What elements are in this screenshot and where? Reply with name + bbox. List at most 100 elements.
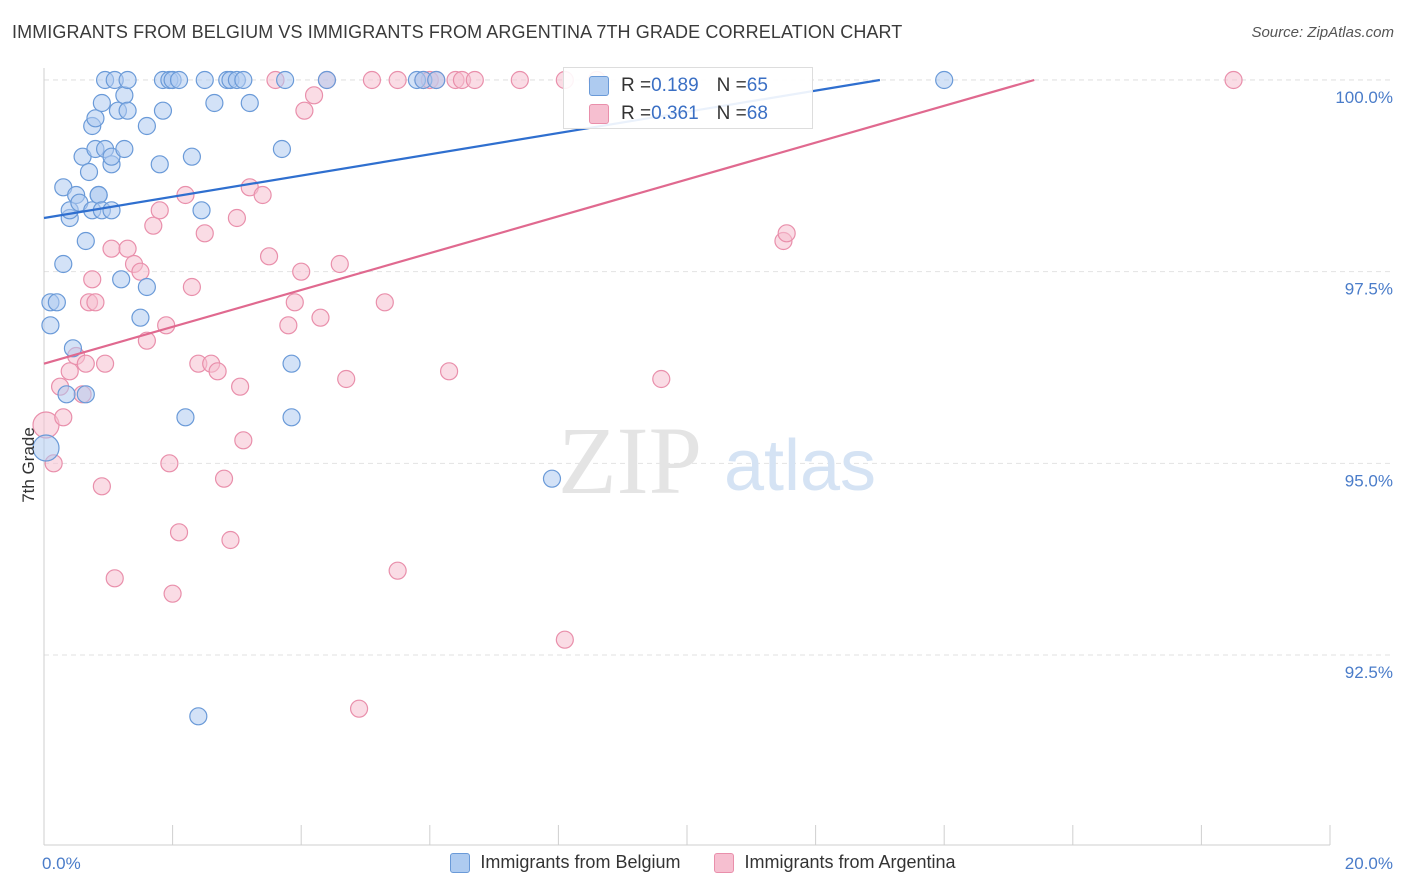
belgium-point: [150, 155, 169, 174]
belgium-point: [272, 139, 292, 159]
stats-r-value-belgium: 0.189: [651, 75, 699, 96]
argentina-point: [349, 699, 369, 718]
belgium-point: [102, 201, 121, 220]
tick-labels: 92.5% 95.0% 97.5% 100.0% 0.0% 20.0%: [42, 88, 1393, 873]
belgium-point: [935, 70, 954, 90]
argentina-point: [777, 224, 796, 243]
argentina-point: [95, 354, 115, 373]
stats-row-belgium: R = 0.189 N = 65: [564, 71, 768, 101]
argentina-point: [337, 369, 356, 389]
argentina-point: [144, 216, 163, 235]
belgium-point: [282, 408, 301, 427]
grid-lines: [44, 79, 1390, 656]
y-tick-label: 92.5%: [1345, 663, 1393, 682]
trend-line-argentina: [43, 78, 1035, 365]
stats-swatch-argentina: [589, 104, 609, 124]
stats-swatch-belgium: [589, 76, 609, 96]
argentina-point: [118, 239, 137, 258]
stats-r-label: R =: [621, 75, 652, 96]
stats-n-value-argentina: 68: [746, 103, 768, 124]
argentina-point: [92, 477, 111, 496]
argentina-point: [439, 362, 459, 381]
legend-label-argentina: Immigrants from Argentina: [744, 852, 956, 872]
belgium-point: [282, 354, 301, 373]
belgium-point: [427, 70, 446, 90]
argentina-point: [60, 362, 79, 381]
argentina-point: [227, 208, 246, 228]
watermark-zip: ZIP: [558, 407, 702, 514]
argentina-point: [86, 293, 105, 312]
belgium-point: [317, 70, 337, 90]
y-axis-label: 7th Grade: [19, 427, 38, 503]
belgium-point: [542, 469, 562, 488]
series-belgium-points: [32, 70, 954, 726]
watermark: ZIP atlas: [558, 407, 876, 514]
stats-r-label: R =: [621, 103, 652, 124]
argentina-point: [214, 469, 234, 488]
argentina-point: [221, 530, 240, 550]
belgium-point: [86, 109, 105, 128]
y-tick-label: 97.5%: [1345, 280, 1393, 299]
chart-title: IMMIGRANTS FROM BELGIUM VS IMMIGRANTS FR…: [12, 22, 903, 42]
argentina-point: [231, 377, 250, 396]
argentina-point: [253, 185, 272, 205]
argentina-point: [163, 584, 182, 603]
belgium-point: [41, 316, 60, 335]
argentina-point: [388, 70, 407, 90]
belgium-point: [89, 185, 108, 205]
argentina-point: [182, 277, 201, 297]
legend-item-belgium[interactable]: Immigrants from Belgium: [450, 852, 680, 873]
belgium-point: [79, 162, 99, 182]
argentina-point: [304, 86, 324, 105]
belgium-point: [115, 86, 134, 105]
belgium-point: [276, 70, 295, 90]
belgium-point: [169, 70, 189, 90]
argentina-point: [83, 270, 102, 289]
legend-swatch-belgium: [450, 852, 471, 873]
stats-n-label: N =: [716, 75, 747, 96]
argentina-point: [510, 70, 529, 90]
belgium-point: [137, 277, 156, 297]
belgium-point: [137, 116, 156, 136]
argentina-point: [160, 454, 179, 473]
belgium-point: [205, 93, 224, 113]
belgium-point: [118, 101, 137, 120]
belgium-point: [131, 308, 150, 327]
y-tick-label: 95.0%: [1345, 471, 1393, 490]
argentina-point: [285, 293, 304, 312]
y-tick-label: 100.0%: [1335, 88, 1393, 107]
belgium-point: [57, 385, 76, 404]
argentina-point: [388, 561, 407, 580]
argentina-point: [131, 262, 150, 281]
stats-legend: R = 0.189 N = 65 R = 0.361 N = 68: [563, 67, 813, 129]
argentina-point: [375, 293, 394, 312]
bottom-legend: Immigrants from Belgium Immigrants from …: [0, 852, 1406, 873]
belgium-point: [112, 270, 131, 289]
belgium-point: [176, 408, 195, 427]
legend-item-argentina[interactable]: Immigrants from Argentina: [714, 852, 956, 873]
argentina-point: [76, 354, 95, 373]
argentina-point: [208, 362, 227, 381]
argentina-point: [105, 569, 124, 588]
argentina-point: [555, 630, 574, 649]
argentina-point: [169, 523, 189, 542]
trend-lines: [43, 78, 1035, 365]
belgium-point: [115, 139, 134, 159]
argentina-point: [234, 431, 253, 450]
belgium-point: [47, 293, 66, 312]
belgium-point: [153, 101, 173, 120]
legend-label-belgium: Immigrants from Belgium: [480, 852, 681, 872]
series-argentina-points: [32, 70, 1243, 718]
argentina-point: [362, 70, 382, 90]
argentina-point: [150, 201, 169, 220]
argentina-point: [259, 247, 279, 266]
argentina-point: [279, 316, 298, 335]
stats-n-value-belgium: 65: [746, 75, 768, 96]
argentina-point: [1224, 70, 1243, 90]
belgium-point: [195, 70, 214, 90]
belgium-point: [92, 93, 111, 113]
stats-r-value-argentina: 0.361: [651, 103, 699, 124]
argentina-point: [330, 254, 349, 274]
argentina-point: [311, 308, 330, 327]
